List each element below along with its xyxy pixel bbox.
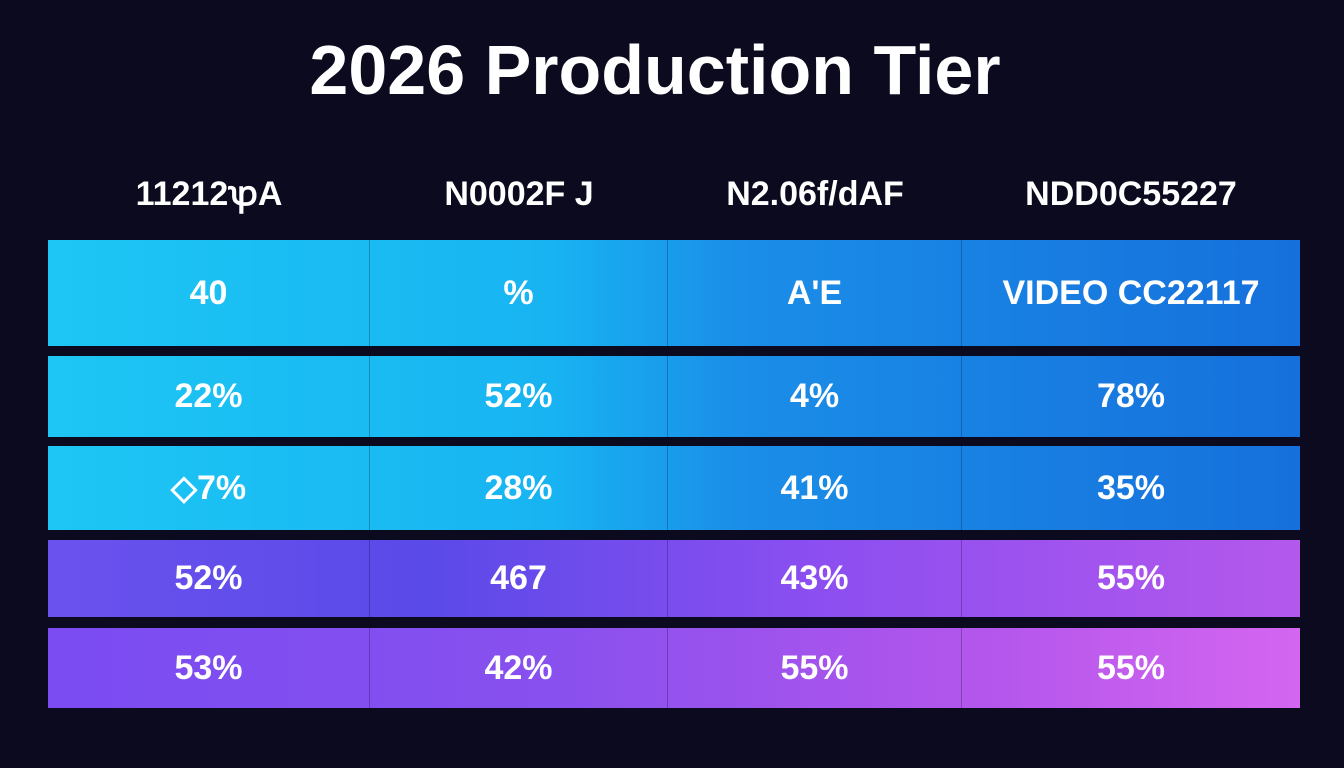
table-cell: VIDEO CC22117 xyxy=(1002,273,1260,312)
table-cell: 467 xyxy=(370,540,668,617)
table-cell: % xyxy=(370,240,668,346)
table-cell: 55% xyxy=(668,628,962,708)
column-header: NDD0C55227 xyxy=(1025,175,1237,213)
table-row: 22% 52% 4% 78% xyxy=(48,356,1300,437)
table-cell: 53% xyxy=(48,628,370,708)
table-cell: 4% xyxy=(668,356,962,437)
table-row: 40 % A'E VIDEO CC22117 xyxy=(48,240,1300,346)
column-header: N0002F J xyxy=(444,175,594,213)
column-header: 11212ꝕA xyxy=(135,175,283,213)
table-cell: ◇7% xyxy=(48,446,370,530)
table-cell: 78% xyxy=(1096,377,1166,415)
table-row: 53% 42% 55% 55% xyxy=(48,628,1300,708)
table-cell: 22% xyxy=(48,356,370,437)
table-cell: 55% xyxy=(1096,559,1166,597)
table-cell: 28% xyxy=(370,446,668,530)
table-cell: 40 xyxy=(48,240,370,346)
chart-title: 2026 Production Tier xyxy=(309,31,1001,109)
table-cell: 42% xyxy=(370,628,668,708)
table-cell: 52% xyxy=(370,356,668,437)
table-cell: 55% xyxy=(1096,648,1166,687)
table-cell: A'E xyxy=(668,240,962,346)
table-cell: 35% xyxy=(1096,468,1166,507)
table-cell: 43% xyxy=(668,540,962,617)
table-cell: 52% xyxy=(48,540,370,617)
column-header: N2.06f/dAF xyxy=(726,175,904,213)
table-row: ◇7% 28% 41% 35% xyxy=(48,446,1300,530)
table-cell: 41% xyxy=(668,446,962,530)
table-row: 52% 467 43% 55% xyxy=(48,540,1300,617)
